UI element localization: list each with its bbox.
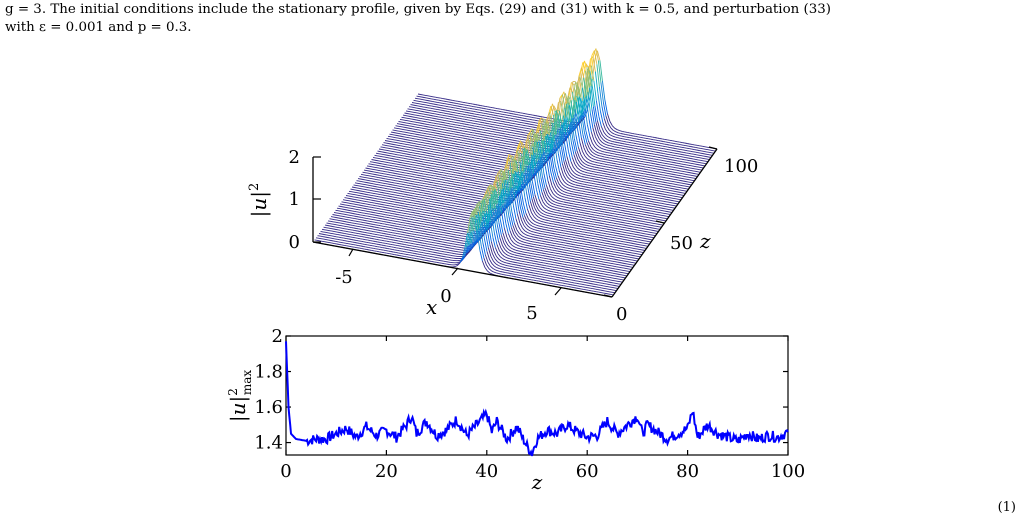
depth-tick-100 [708, 146, 718, 150]
x-axis-line [312, 241, 613, 298]
waterfall-profile [350, 150, 650, 245]
z-axis-label: |u|2 [247, 183, 272, 218]
depth-axis-label: z [699, 229, 711, 253]
depth-tick-label-50: 50 [670, 233, 693, 254]
waterfall-profile [354, 141, 655, 239]
waterfall-profile [363, 129, 664, 226]
waterfall-profile [399, 82, 700, 175]
x-tick-m5 [348, 248, 354, 257]
waterfall-profile [314, 208, 614, 296]
waterfall-profile [327, 184, 628, 277]
z-tick-label-0: 0 [289, 232, 300, 253]
x-axis-label: x [426, 295, 437, 319]
y-ticks: 1.4 1.6 1.8 2 [254, 326, 788, 454]
waterfall-profile [321, 199, 622, 285]
x-tick-label-0: 0 [440, 286, 451, 307]
waterfall-profile [378, 105, 679, 205]
waterfall-lines [312, 48, 718, 298]
y-tick-label: 1.8 [254, 362, 283, 383]
plot-frame [285, 335, 789, 456]
y-tick-label: 2 [272, 326, 283, 347]
bottom-x-axis-label: z [531, 470, 543, 494]
waterfall-profile [374, 122, 674, 211]
x-tick-0 [451, 267, 459, 276]
x-tick-label-5: 5 [526, 303, 537, 324]
caption-line-2: with ε = 0.001 and p = 0.3. [5, 20, 192, 35]
x-ticks: 0 20 40 60 80 100 [280, 336, 805, 482]
waterfall-plot: 0 1 2 |u|2 -5 0 5 x 0 50 100 z [247, 48, 758, 325]
depth-axis-line [611, 148, 718, 298]
waterfall-profile [405, 62, 706, 167]
x-tick-5 [554, 287, 562, 296]
x-tick-label: 60 [576, 461, 599, 482]
x-tick-label: 40 [475, 461, 498, 482]
z-tick-label-2: 2 [289, 147, 300, 168]
waterfall-profile [386, 100, 686, 194]
waterfall-profile [395, 87, 695, 182]
waterfall-profile [329, 184, 629, 275]
bottom-y-axis-label: |u|2max [226, 370, 254, 423]
waterfall-profile [362, 128, 662, 228]
waterfall-profile [332, 180, 632, 270]
x-tick-label: 20 [375, 461, 398, 482]
waterfall-profile [320, 200, 620, 287]
waterfall-profile [344, 153, 644, 254]
depth-tick-label-0: 0 [616, 304, 627, 325]
peak-amplitude-plot: 0 20 40 60 80 100 1.4 1.6 1.8 2 z |u|2max [226, 326, 805, 494]
waterfall-profile [371, 117, 671, 215]
footer-fragment: (1) [997, 500, 1016, 515]
waterfall-profile [398, 80, 698, 177]
figure-caption: g = 3. The initial conditions include th… [5, 1, 1021, 37]
x-tick-label: 80 [676, 461, 699, 482]
y-tick-label: 1.4 [254, 433, 283, 454]
waterfall-profile [381, 105, 682, 201]
x-tick-label: 100 [771, 461, 805, 482]
z-tick-label-1: 1 [289, 189, 300, 210]
x-tick-label-m5: -5 [335, 267, 353, 288]
waterfall-profile [404, 67, 704, 169]
depth-tick-50 [655, 220, 665, 224]
caption-line-1: g = 3. The initial conditions include th… [5, 2, 832, 17]
series-line [285, 341, 789, 457]
depth-tick-0 [603, 294, 613, 298]
waterfall-profile [315, 206, 616, 294]
waterfall-profile [333, 174, 634, 268]
waterfall-profile [330, 186, 631, 273]
waterfall-profile [353, 140, 653, 241]
waterfall-profile [318, 201, 619, 289]
y-tick-label: 1.6 [254, 397, 283, 418]
depth-tick-label-100: 100 [724, 156, 758, 177]
x-tick-label: 0 [280, 461, 291, 482]
waterfall-profile [359, 139, 659, 232]
